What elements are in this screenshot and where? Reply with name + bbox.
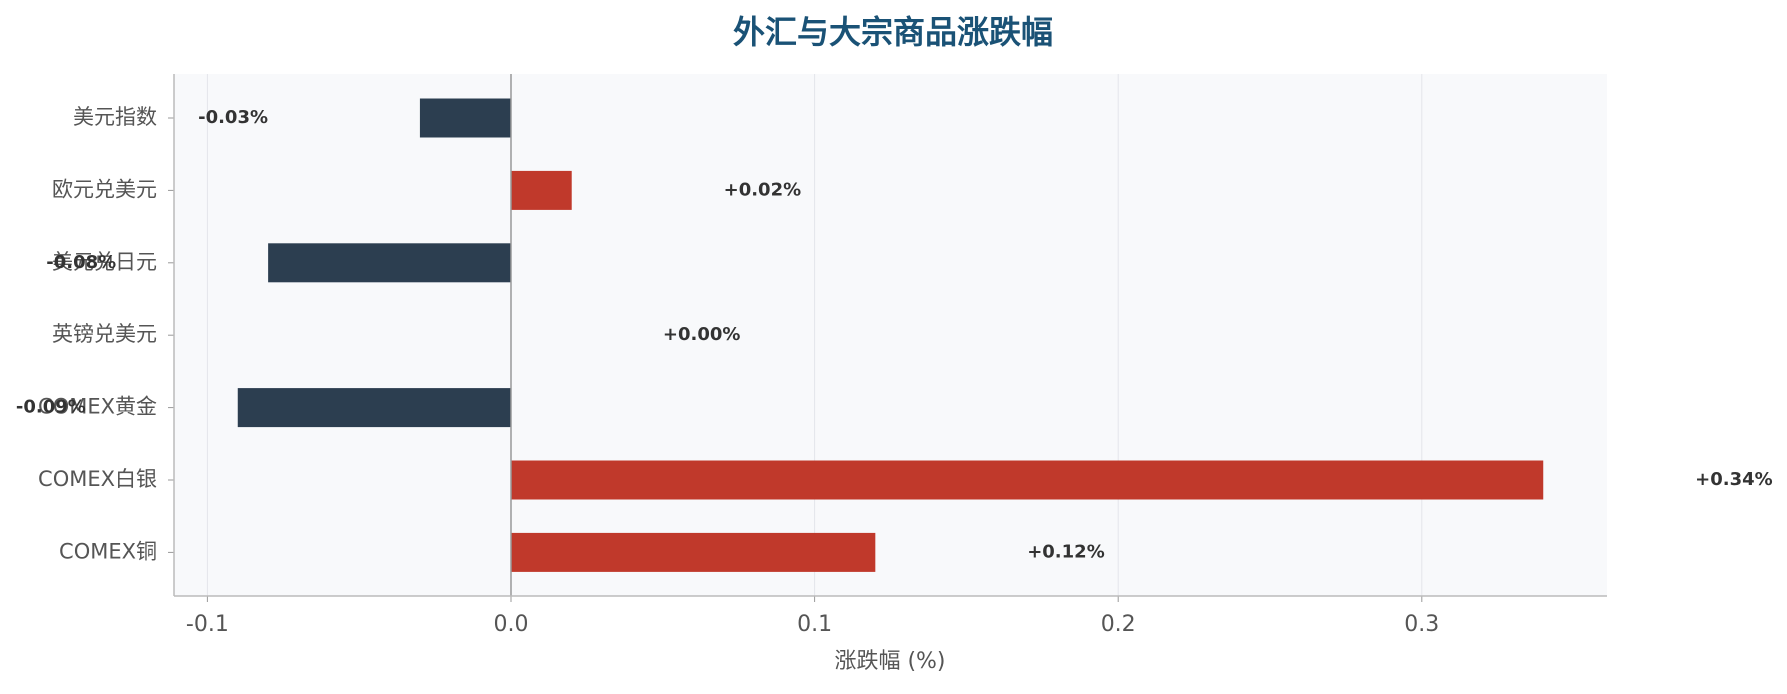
y-tick-label: 美元兑日元 xyxy=(52,250,157,274)
x-tick-label: 0.1 xyxy=(797,612,832,637)
bar xyxy=(419,98,511,138)
y-tick-label: 英镑兑美元 xyxy=(52,322,157,346)
value-label: +0.34% xyxy=(1695,469,1773,490)
value-label: +0.02% xyxy=(724,179,802,200)
value-label: +0.12% xyxy=(1027,541,1105,562)
bar xyxy=(510,532,876,572)
y-tick-label: 欧元兑美元 xyxy=(52,177,157,201)
bar xyxy=(237,388,511,428)
y-tick-label: COMEX黄金 xyxy=(38,395,157,419)
x-tick-label: 0.0 xyxy=(493,612,528,637)
value-label: -0.03% xyxy=(198,107,268,128)
y-tick-label: COMEX白银 xyxy=(38,467,157,491)
value-label: -0.08% xyxy=(46,252,116,273)
bar xyxy=(510,460,1544,500)
x-tick-label: 0.3 xyxy=(1404,612,1439,637)
bar xyxy=(268,243,511,283)
chart-title: 外汇与大宗商品涨跌幅 xyxy=(733,13,1053,51)
y-tick-label: 美元指数 xyxy=(73,105,157,129)
x-tick-label: 0.2 xyxy=(1101,612,1136,637)
y-tick-label: COMEX铜 xyxy=(59,539,157,563)
bar xyxy=(510,170,572,210)
value-label: -0.09% xyxy=(16,397,86,418)
plot-background xyxy=(174,74,1607,596)
x-tick-label: -0.1 xyxy=(186,612,229,637)
value-label: +0.00% xyxy=(663,324,741,345)
x-axis-label: 涨跌幅 (%) xyxy=(834,649,945,674)
